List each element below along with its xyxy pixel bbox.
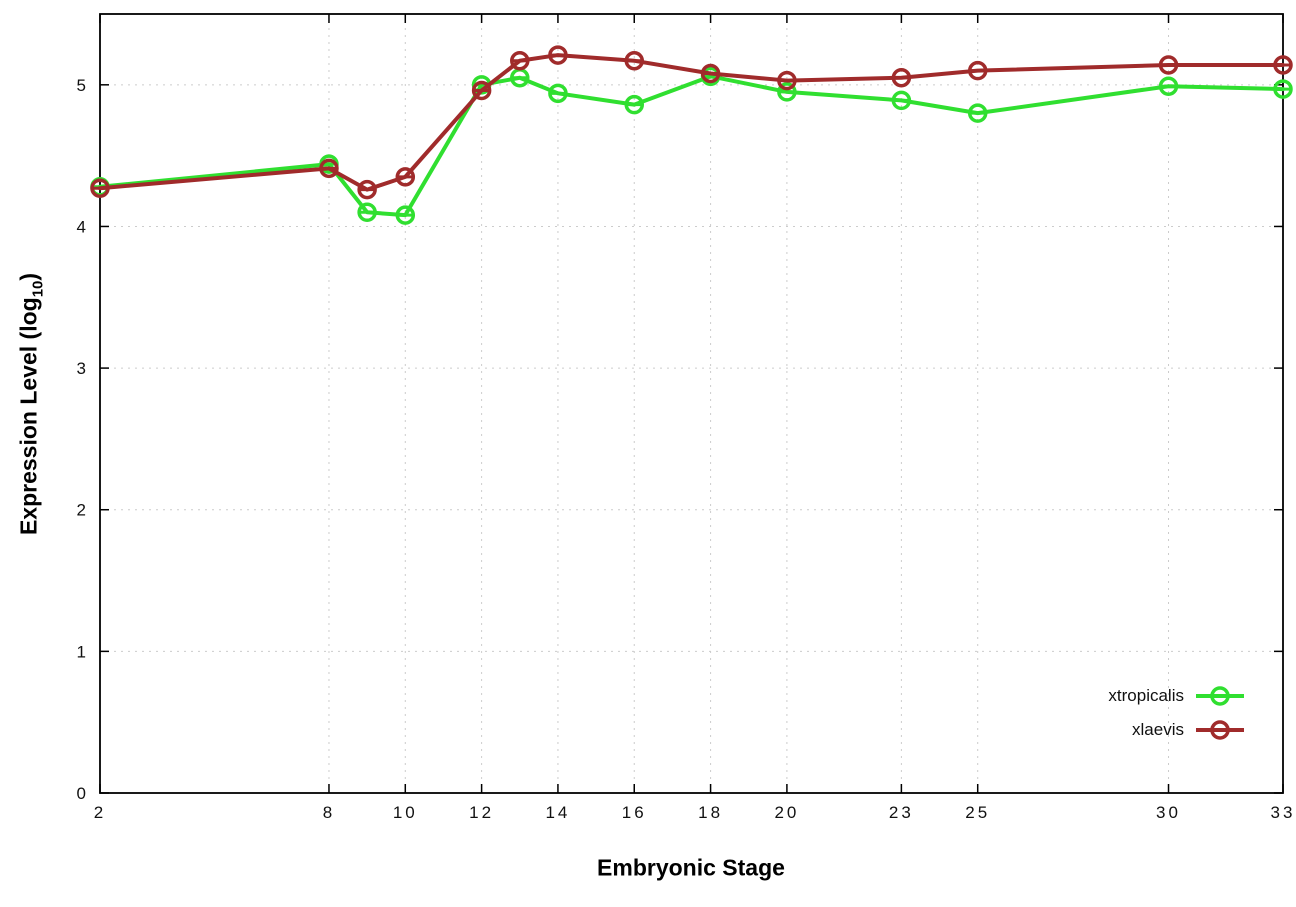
y-axis-label-text: Expression Level (log: [15, 297, 42, 536]
point-xtropicalis-14: [548, 83, 568, 104]
point-xlaevis-18: [700, 63, 721, 84]
point-xtropicalis-10: [395, 205, 416, 225]
point-xlaevis-14: [548, 45, 568, 65]
point-xlaevis-2: [90, 178, 110, 198]
x-tick-label-25: 25: [965, 803, 990, 822]
y-tick-label-1: 1: [77, 642, 87, 661]
y-tick-label-4: 4: [77, 217, 87, 236]
legend-marker-xlaevis: [1196, 720, 1244, 740]
point-xtropicalis-23: [891, 90, 912, 111]
x-tick-label-16: 16: [622, 803, 647, 822]
point-xlaevis-33: [1273, 55, 1293, 75]
point-xtropicalis-30: [1158, 76, 1179, 96]
x-tick-label-23: 23: [889, 803, 914, 822]
point-xlaevis-30: [1158, 55, 1179, 75]
point-xlaevis-12: [471, 80, 492, 101]
x-tick-label-10: 10: [393, 803, 418, 822]
x-tick-label-2: 2: [94, 803, 106, 822]
x-tick-label-18: 18: [698, 803, 723, 822]
point-xtropicalis-9: [357, 202, 377, 223]
legend-label-xlaevis: xlaevis: [1132, 720, 1184, 739]
point-xlaevis-23: [891, 67, 912, 88]
x-axis-label: Embryonic Stage: [597, 854, 785, 881]
point-xlaevis-25: [967, 60, 988, 81]
x-tick-label-14: 14: [545, 803, 570, 822]
x-tick-label-33: 33: [1271, 803, 1296, 822]
point-xtropicalis-25: [967, 103, 988, 123]
point-xtropicalis-33: [1273, 79, 1293, 99]
point-xtropicalis-16: [624, 94, 645, 115]
y-tick-label-2: 2: [77, 501, 87, 520]
x-tick-label-12: 12: [469, 803, 494, 822]
point-xlaevis-16: [624, 50, 645, 71]
legend-item-xlaevis: xlaevis: [1132, 718, 1246, 742]
legend-item-xtropicalis: xtropicalis: [1108, 684, 1246, 708]
y-tick-label-5: 5: [77, 76, 87, 95]
point-xlaevis-8: [319, 158, 339, 179]
legend-label-xtropicalis: xtropicalis: [1108, 686, 1184, 705]
y-axis-label-close: ): [15, 272, 42, 281]
series-line-xtropicalis: [98, 74, 1285, 218]
plot-border: [99, 13, 1284, 794]
point-xlaevis-13: [510, 50, 530, 71]
y-axis-label: Expression Level (log10): [16, 273, 47, 535]
legend-marker-xtropicalis: [1196, 686, 1244, 706]
point-xtropicalis-20: [777, 82, 797, 102]
point-xlaevis-9: [357, 179, 377, 200]
chart-legend: xtropicalis xlaevis: [1108, 684, 1246, 742]
point-xlaevis-20: [777, 70, 797, 91]
x-tick-label-8: 8: [323, 803, 335, 822]
x-tick-label-30: 30: [1156, 803, 1181, 822]
y-tick-label-0: 0: [77, 784, 87, 803]
x-tick-label-20: 20: [774, 803, 799, 822]
y-tick-label-3: 3: [77, 359, 87, 378]
y-axis-label-subscript: 10: [29, 280, 47, 298]
point-xlaevis-10: [395, 167, 416, 187]
